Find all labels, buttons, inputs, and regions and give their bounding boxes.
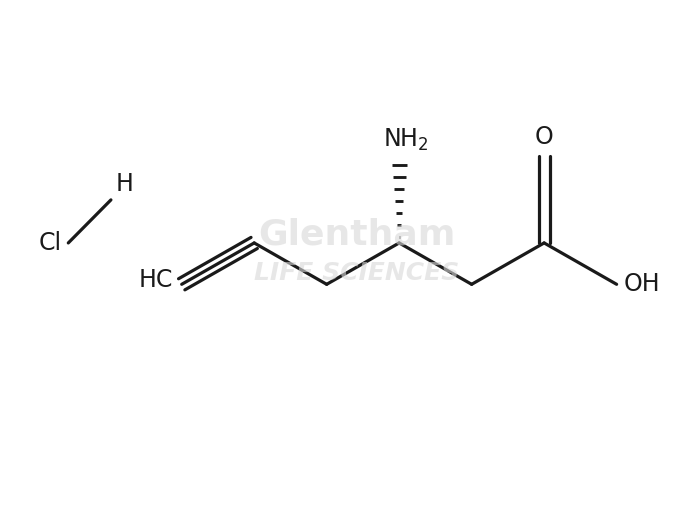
Text: OH: OH bbox=[624, 272, 660, 296]
Text: LIFE SCIENCES: LIFE SCIENCES bbox=[254, 261, 459, 285]
Text: Glentham: Glentham bbox=[258, 217, 455, 251]
Text: Cl: Cl bbox=[38, 231, 61, 255]
Text: H: H bbox=[116, 172, 134, 196]
Text: NH$_2$: NH$_2$ bbox=[383, 127, 429, 153]
Text: HC: HC bbox=[139, 268, 173, 292]
Text: O: O bbox=[535, 125, 553, 149]
